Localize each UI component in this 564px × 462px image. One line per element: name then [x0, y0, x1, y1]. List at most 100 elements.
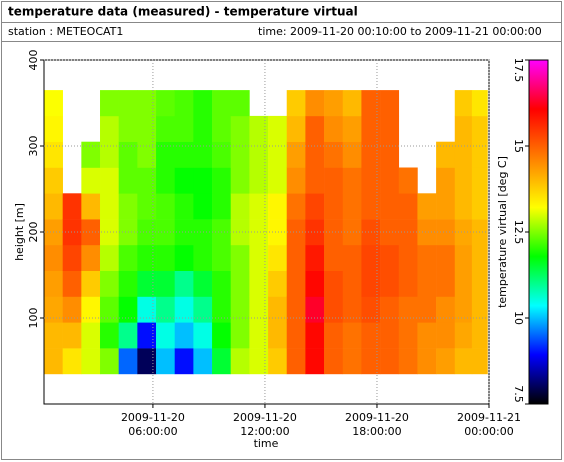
heat-cell [268, 141, 288, 168]
colorbar-tick-label: 17.5 [512, 58, 525, 83]
heat-cell [118, 115, 138, 142]
heat-cell [436, 167, 456, 194]
chart-title: temperature data (measured) - temperatur… [8, 5, 358, 19]
heat-cell [324, 244, 344, 271]
heat-cell [212, 348, 232, 375]
heat-cell [118, 193, 138, 220]
heat-cell [286, 115, 306, 142]
x-axis-label: time [254, 437, 279, 450]
heat-cell [137, 322, 157, 349]
heat-cell [193, 219, 213, 246]
heat-cell [380, 322, 400, 349]
heat-cell [156, 167, 175, 194]
heat-cell [286, 348, 306, 375]
heat-cell [436, 141, 456, 168]
heat-cell [417, 348, 437, 375]
heat-cell [212, 244, 232, 271]
heat-cell [212, 322, 232, 349]
heat-cell [342, 270, 362, 297]
heat-cell [342, 141, 362, 168]
heat-cell [380, 270, 400, 297]
heat-cell [305, 141, 325, 168]
heat-cell [471, 296, 488, 323]
heat-cell [44, 348, 63, 375]
heat-cell [286, 141, 306, 168]
heat-cell [193, 270, 213, 297]
y-axis-label: height [m] [13, 203, 26, 261]
x-tick-label: 2009-11-21 [457, 411, 521, 424]
heat-cell [174, 244, 194, 271]
heat-cell [268, 244, 288, 271]
heat-cell [417, 244, 437, 271]
heat-cell [100, 90, 119, 117]
heat-cell [156, 270, 175, 297]
heat-cell [305, 244, 325, 271]
heat-cell [174, 90, 194, 117]
heat-cell [471, 244, 488, 271]
heat-cell [137, 115, 157, 142]
heat-cell [342, 219, 362, 246]
heat-cell [380, 167, 400, 194]
heat-cell [230, 322, 250, 349]
heat-cell [44, 296, 63, 323]
heat-cell [342, 296, 362, 323]
heat-cell [249, 322, 269, 349]
heat-cell [324, 322, 344, 349]
heat-cell [156, 193, 175, 220]
x-tick-label: 00:00:00 [464, 425, 513, 438]
heat-cell [324, 141, 344, 168]
heat-cell [174, 167, 194, 194]
heat-cell [454, 348, 473, 375]
heat-cell [436, 348, 456, 375]
colorbar-tick-label: 10 [512, 311, 525, 325]
heat-cell [324, 296, 344, 323]
heat-cell [268, 322, 288, 349]
heat-cell [100, 322, 119, 349]
heat-cell [174, 348, 194, 375]
heat-cell [174, 141, 194, 168]
heat-cell [324, 193, 344, 220]
heat-cell [361, 193, 381, 220]
heat-cell [305, 115, 325, 142]
heat-cell [81, 167, 101, 194]
heat-cell [436, 296, 456, 323]
heat-cell [193, 244, 213, 271]
heat-cell [118, 244, 138, 271]
heat-cell [249, 296, 269, 323]
heat-cell [156, 141, 175, 168]
heat-cell [230, 348, 250, 375]
heat-cell [380, 193, 400, 220]
heat-cell [249, 219, 269, 246]
heat-cell [193, 296, 213, 323]
heat-cell [230, 115, 250, 142]
heat-cell [100, 141, 119, 168]
heat-cell [193, 141, 213, 168]
heat-cell [174, 296, 194, 323]
heat-cell [81, 219, 101, 246]
heat-cell [380, 348, 400, 375]
heat-cell [156, 219, 175, 246]
x-tick-label: 06:00:00 [128, 425, 177, 438]
heat-cell [398, 322, 418, 349]
heat-cell [230, 296, 250, 323]
heat-cell [193, 193, 213, 220]
heat-cell [212, 270, 232, 297]
y-tick-label: 100 [27, 308, 40, 329]
time-range: time: 2009-11-20 00:10:00 to 2009-11-21 … [258, 25, 542, 38]
heat-cell [454, 322, 473, 349]
heat-cell [286, 270, 306, 297]
heat-cell [100, 270, 119, 297]
heat-cell [212, 193, 232, 220]
heat-cell [44, 244, 63, 271]
heat-cell [137, 296, 157, 323]
heat-cell [100, 244, 119, 271]
x-tick-label: 2009-11-20 [345, 411, 409, 424]
x-tick-label: 18:00:00 [352, 425, 401, 438]
heat-cell [268, 193, 288, 220]
heat-cell [305, 90, 325, 117]
colorbar-tick-label: 7.5 [512, 385, 525, 403]
y-tick-label: 300 [27, 136, 40, 157]
heat-cell [324, 167, 344, 194]
heat-cell [398, 244, 418, 271]
colorbar-tick-label: 15 [512, 139, 525, 153]
